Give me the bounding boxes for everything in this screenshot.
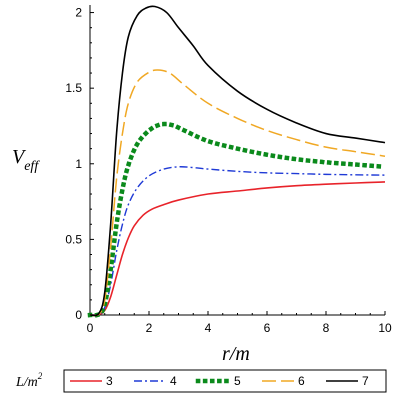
x-tick-label: 10	[378, 321, 392, 335]
legend-box	[63, 369, 387, 393]
y-tick-label: 0	[75, 308, 82, 322]
legend-label-4: 4	[170, 374, 177, 388]
legend-label-3: 3	[106, 374, 113, 388]
axis-labels: Veff r/m	[12, 146, 250, 365]
legend-title-sup: 2	[38, 371, 43, 381]
x-tick-label: 2	[146, 321, 153, 335]
y-tick-label: 2	[75, 6, 82, 20]
series-line-6	[89, 69, 386, 317]
axes: 0 2 4 6 8 10 0 0.5 1 1.5 2	[65, 5, 392, 335]
x-tick-label: 4	[205, 321, 212, 335]
legend-title: L/m2	[15, 371, 43, 390]
legend-label-7: 7	[362, 374, 369, 388]
series-line-4	[89, 166, 386, 316]
x-tick-label: 8	[323, 321, 330, 335]
series-line-3	[89, 181, 386, 316]
x-tick-label: 6	[264, 321, 271, 335]
y-axis-label: Veff	[12, 146, 40, 174]
y-tick-label: 1.5	[65, 81, 82, 95]
series-line-5	[87, 121, 388, 318]
x-axis-label: r/m	[222, 343, 250, 365]
y-axis-label-sub: eff	[24, 159, 40, 174]
y-tick-label: 1	[75, 157, 82, 171]
legend-items: 3 4 5 6 7	[70, 374, 369, 388]
series-line-7	[89, 5, 386, 317]
legend-label-5: 5	[234, 374, 241, 388]
legend-label-6: 6	[298, 374, 305, 388]
curves	[87, 5, 388, 318]
legend: L/m2 3 4 5 6 7	[15, 369, 387, 393]
y-tick-label: 0.5	[65, 232, 82, 246]
x-tick-label: 0	[87, 321, 94, 335]
